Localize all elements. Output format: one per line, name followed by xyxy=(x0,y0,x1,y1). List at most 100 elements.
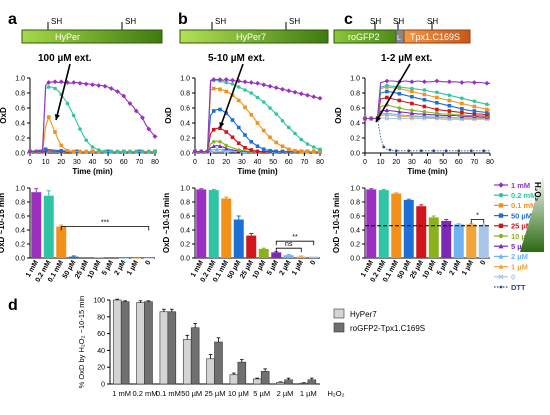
bar xyxy=(136,302,145,385)
data-point xyxy=(230,77,235,83)
data-point xyxy=(286,125,291,130)
data-point xyxy=(498,193,504,198)
sh-label: SH xyxy=(51,17,62,26)
data-point xyxy=(249,148,254,152)
bar xyxy=(283,255,294,258)
series-line xyxy=(30,86,155,153)
y-tick-label: 0.4 xyxy=(15,121,25,128)
significance-bracket xyxy=(470,219,485,224)
data-point xyxy=(221,147,226,152)
bar xyxy=(428,217,439,258)
rogfp2-bar-label: roGFP2 xyxy=(348,32,380,42)
data-point xyxy=(218,139,222,144)
data-point xyxy=(460,110,464,115)
legend-label: DTT xyxy=(511,283,526,292)
x-tick-label: 80 xyxy=(486,159,494,166)
data-point xyxy=(447,93,452,98)
data-point xyxy=(457,149,461,153)
data-point xyxy=(498,243,504,249)
x-tick-label: 60 xyxy=(455,159,463,166)
data-point xyxy=(299,149,304,154)
significance-bracket xyxy=(60,226,150,231)
legend-label: 2 µM xyxy=(511,252,528,261)
y-tick-label: 0.6 xyxy=(15,214,25,221)
y-tick-label: 0.2 xyxy=(15,136,25,143)
data-point xyxy=(78,149,82,154)
x-tick-label: 0 xyxy=(144,259,152,266)
hyper-bar-label: HyPer xyxy=(55,32,80,42)
data-point xyxy=(410,86,414,91)
bar xyxy=(56,226,67,258)
data-point xyxy=(394,149,398,153)
data-point xyxy=(274,149,279,154)
x-tick-label: 0 xyxy=(309,259,317,266)
y-tick-label: 0.6 xyxy=(180,106,190,113)
y-tick-label: 1.0 xyxy=(15,186,25,193)
data-point xyxy=(224,130,229,134)
data-point xyxy=(362,116,368,121)
data-point xyxy=(388,148,392,152)
data-point xyxy=(422,114,427,119)
y-tick-label: 0.8 xyxy=(180,200,190,207)
x-tick-label: 2 µM xyxy=(114,259,128,276)
data-point xyxy=(267,83,273,89)
y-tick-label: 20 xyxy=(97,365,105,372)
data-point xyxy=(84,138,89,143)
data-point xyxy=(115,149,120,154)
data-point xyxy=(498,274,504,280)
x-tick-label: 20 xyxy=(222,159,230,166)
data-point xyxy=(274,112,279,116)
y-axis-label: OxD xyxy=(334,107,343,124)
data-point xyxy=(211,109,216,113)
x-tick-label: 5 µM xyxy=(253,389,270,398)
x-tick-label: 40 xyxy=(254,159,262,166)
arrow-shaft xyxy=(55,63,71,121)
data-point xyxy=(410,101,414,106)
legend-swatch xyxy=(333,308,345,319)
data-point xyxy=(434,114,439,119)
data-point xyxy=(27,149,33,154)
data-point xyxy=(471,80,477,85)
data-point xyxy=(280,144,285,149)
data-point xyxy=(498,264,504,269)
ext-label-a: 100 µM ext. xyxy=(38,53,92,64)
bar xyxy=(378,190,389,258)
data-point xyxy=(134,149,139,154)
data-point xyxy=(236,98,241,103)
data-point xyxy=(410,108,414,113)
y-tick-label: 0.2 xyxy=(15,242,25,249)
bar xyxy=(299,382,309,385)
tpx1-bar xyxy=(403,29,471,44)
x-tick-label: 10 xyxy=(42,159,50,166)
bar xyxy=(208,190,219,258)
y-tick-label: 0.0 xyxy=(350,256,360,263)
significance-label: ** xyxy=(292,234,298,241)
legend-item: 25 µM xyxy=(494,222,532,231)
series-DTT xyxy=(363,117,490,153)
y-tick-label: 0.0 xyxy=(15,151,25,158)
data-point xyxy=(410,94,414,99)
data-point xyxy=(33,149,39,154)
bar xyxy=(118,258,129,259)
bar xyxy=(112,299,122,385)
legend-item: 5 µM xyxy=(494,242,528,251)
legend-swatch xyxy=(333,322,345,333)
bar xyxy=(276,382,285,385)
panel-letter-a: a xyxy=(8,11,17,28)
data-point xyxy=(435,107,439,112)
arrow-head xyxy=(376,116,381,122)
data-point xyxy=(409,113,414,118)
data-point xyxy=(460,106,464,111)
data-point xyxy=(280,149,285,154)
data-point xyxy=(71,149,76,154)
data-point xyxy=(214,147,219,152)
bar xyxy=(416,206,427,258)
data-point xyxy=(311,149,316,154)
legend-label: 0.2 mM xyxy=(511,191,536,200)
data-point xyxy=(211,77,217,82)
y-axis-label: OxD xyxy=(164,107,173,124)
x-tick-label: 50 xyxy=(104,159,112,166)
legend-label: HyPer7 xyxy=(350,310,377,319)
data-point xyxy=(115,89,120,94)
